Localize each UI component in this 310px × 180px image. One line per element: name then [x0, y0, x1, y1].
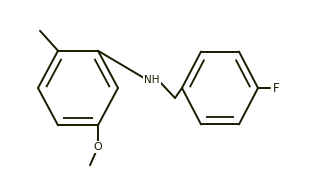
Text: NH: NH — [144, 75, 160, 85]
Text: F: F — [273, 82, 280, 94]
Text: O: O — [94, 142, 102, 152]
